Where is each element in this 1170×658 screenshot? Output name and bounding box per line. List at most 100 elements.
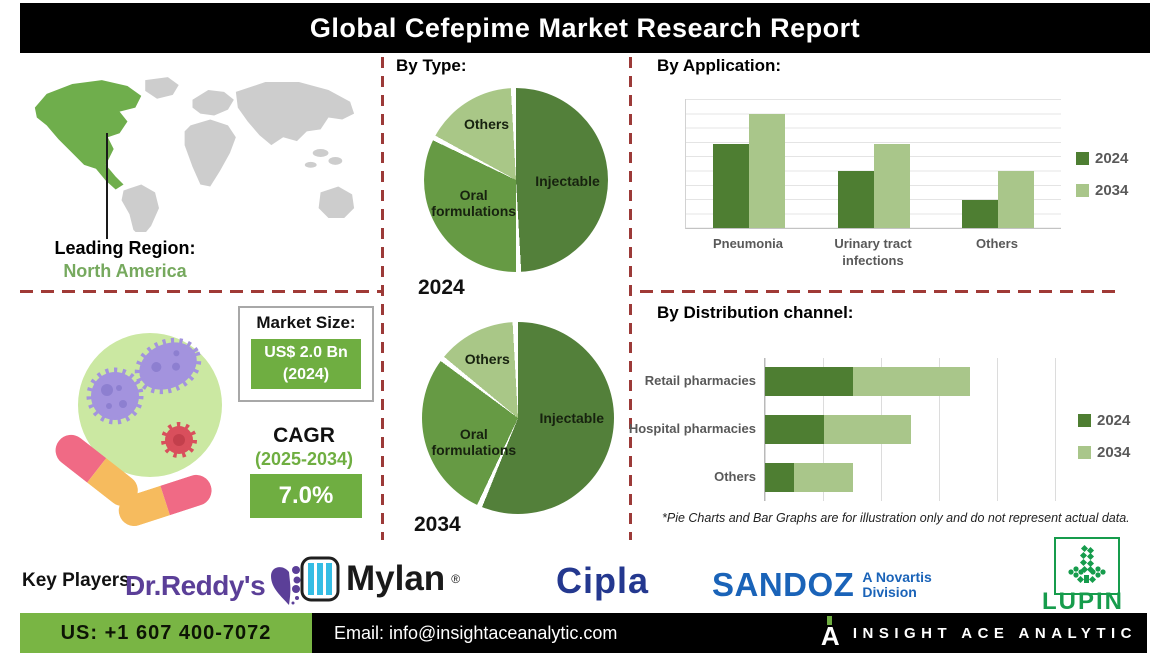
- category-label: Urinary tract infections: [834, 236, 912, 268]
- distribution-plot: [764, 358, 1087, 501]
- islands-sea: [312, 149, 329, 157]
- mylan-wordmark: Mylan: [346, 559, 446, 598]
- application-categories: Pneumonia Urinary tract infections Others: [685, 236, 1060, 276]
- logo-mylan: Mylan ®: [300, 556, 460, 602]
- distribution-label: Others: [714, 468, 756, 484]
- distribution-labels: Retail pharmacies Hospital pharmacies Othe…: [628, 358, 756, 501]
- leading-region-label: Leading Region:: [54, 238, 196, 258]
- divider-left: [20, 290, 382, 293]
- by-type-heading: By Type:: [396, 56, 467, 75]
- logo-letter-a: A: [820, 621, 840, 651]
- cagr-value-box: 7.0%: [250, 474, 362, 518]
- bar-group-1: [838, 99, 910, 228]
- mylan-bars-icon: [300, 556, 340, 602]
- islands-sea: [328, 156, 343, 165]
- region-pointer-line: [106, 133, 108, 239]
- pie-label-others: Others: [464, 350, 510, 367]
- continent-australia: [318, 186, 355, 219]
- distribution-row-2: [765, 453, 1087, 501]
- legend-swatch-2024: [1076, 152, 1089, 165]
- pie-label-injectable: Injectable: [535, 172, 600, 189]
- continent-south-america: [121, 184, 159, 232]
- cagr-label: CAGR: [273, 424, 335, 447]
- category-label: Pneumonia: [712, 236, 784, 251]
- cagr-value: 7.0%: [278, 482, 334, 509]
- legend-label-2034: 2034: [1097, 444, 1131, 461]
- capsule-icon: [114, 470, 216, 531]
- disclaimer-note: *Pie Charts and Bar Graphs are for illus…: [662, 511, 1130, 525]
- legend-swatch-2034: [1076, 184, 1089, 197]
- distribution-label: Hospital pharmacies: [628, 421, 756, 437]
- continent-north-america: [34, 80, 142, 190]
- market-size-year: (2024): [282, 366, 330, 383]
- continent-africa: [184, 119, 236, 187]
- distribution-row-1: [765, 406, 1087, 454]
- divider-vertical-1: [381, 57, 384, 540]
- bar-group-0: [713, 99, 785, 228]
- brand-name: INSIGHT ACE ANALYTIC: [852, 624, 1137, 642]
- pie-label-oral: Oral formulations: [431, 425, 517, 458]
- footer-email[interactable]: Email: info@insightaceanalytic.com: [334, 622, 618, 643]
- logo-lupin-box: [1054, 537, 1120, 595]
- page-title: Global Cefepime Market Research Report: [309, 12, 861, 43]
- logo-green-dot: [826, 616, 832, 625]
- legend-label-2034: 2034: [1095, 182, 1129, 199]
- virus-icon: [161, 422, 197, 458]
- logo-sandoz: SANDOZ A Novartis Division: [712, 566, 932, 604]
- legend-item-2034: 2034: [1076, 182, 1128, 199]
- segment-2034: [852, 367, 970, 397]
- bacteria-icon: [86, 367, 144, 425]
- continent-greenland: [145, 77, 179, 99]
- pie-chart-2034: Others Oral formulations Injectable: [422, 322, 614, 514]
- segment-2034: [823, 415, 912, 444]
- mylan-registered-mark: ®: [451, 572, 461, 586]
- divider-right: [640, 290, 1118, 293]
- sandoz-division-text: A Novartis Division: [862, 568, 932, 601]
- legend-swatch-2034: [1078, 446, 1091, 459]
- bar-2034: [874, 144, 910, 228]
- segment-2024: [765, 415, 824, 444]
- pie-label-oral: Oral formulations: [431, 187, 517, 220]
- pie-year-2034: 2034: [414, 513, 461, 536]
- cipla-wordmark: Cipla: [556, 560, 650, 601]
- bar-2024: [713, 144, 749, 228]
- lupin-wordmark: LUPIN: [1042, 588, 1124, 615]
- pie-year-2024: 2024: [418, 276, 465, 299]
- pie-chart-2024: Others Oral formulations Injectable: [424, 88, 608, 272]
- application-plot: [685, 99, 1061, 229]
- legend-item-2024: 2024: [1078, 412, 1130, 429]
- segment-2024: [765, 367, 853, 397]
- cagr-period: (2025-2034): [254, 449, 354, 469]
- leading-region: Leading Region: North America: [40, 237, 210, 282]
- world-map: [34, 77, 355, 232]
- bar-2034: [998, 171, 1034, 228]
- segment-2034: [794, 462, 853, 492]
- bar-group-2: [962, 99, 1034, 228]
- footer-phone: US: +1 607 400-7072: [60, 621, 272, 644]
- insight-ace-logo: A: [821, 616, 843, 650]
- distribution-label: Retail pharmacies: [644, 373, 756, 389]
- footer-bar: Email: info@insightaceanalytic.com A INS…: [312, 613, 1147, 653]
- bar-2034: [749, 114, 785, 228]
- legend-item-2034: 2034: [1078, 444, 1130, 461]
- pharma-illustration: [49, 333, 222, 531]
- market-size-value: US$ 2.0 Bn: [264, 343, 348, 361]
- footer-brand: A INSIGHT ACE ANALYTIC: [821, 613, 1137, 653]
- logo-cipla: Cipla: [556, 560, 649, 602]
- by-application-heading: By Application:: [657, 56, 782, 75]
- category-label: Others: [976, 236, 1018, 251]
- leading-region-value: North America: [63, 260, 187, 281]
- legend-item-2024: 2024: [1076, 150, 1128, 167]
- sandoz-wordmark: SANDOZ: [712, 566, 855, 603]
- by-distribution-heading: By Distribution channel:: [657, 303, 854, 322]
- bar-2024: [838, 171, 874, 228]
- segment-2024: [765, 462, 795, 492]
- market-size-card: Market Size: US$ 2.0 Bn (2024): [238, 306, 374, 402]
- sandoz-sub1: A Novartis: [862, 568, 932, 585]
- lupin-tree-icon: [1068, 545, 1106, 584]
- title-bar: Global Cefepime Market Research Report: [20, 3, 1150, 53]
- market-size-value-box: US$ 2.0 Bn (2024): [251, 339, 361, 389]
- key-players-label: Key Players:: [22, 570, 137, 591]
- pie-label-injectable: Injectable: [539, 410, 605, 427]
